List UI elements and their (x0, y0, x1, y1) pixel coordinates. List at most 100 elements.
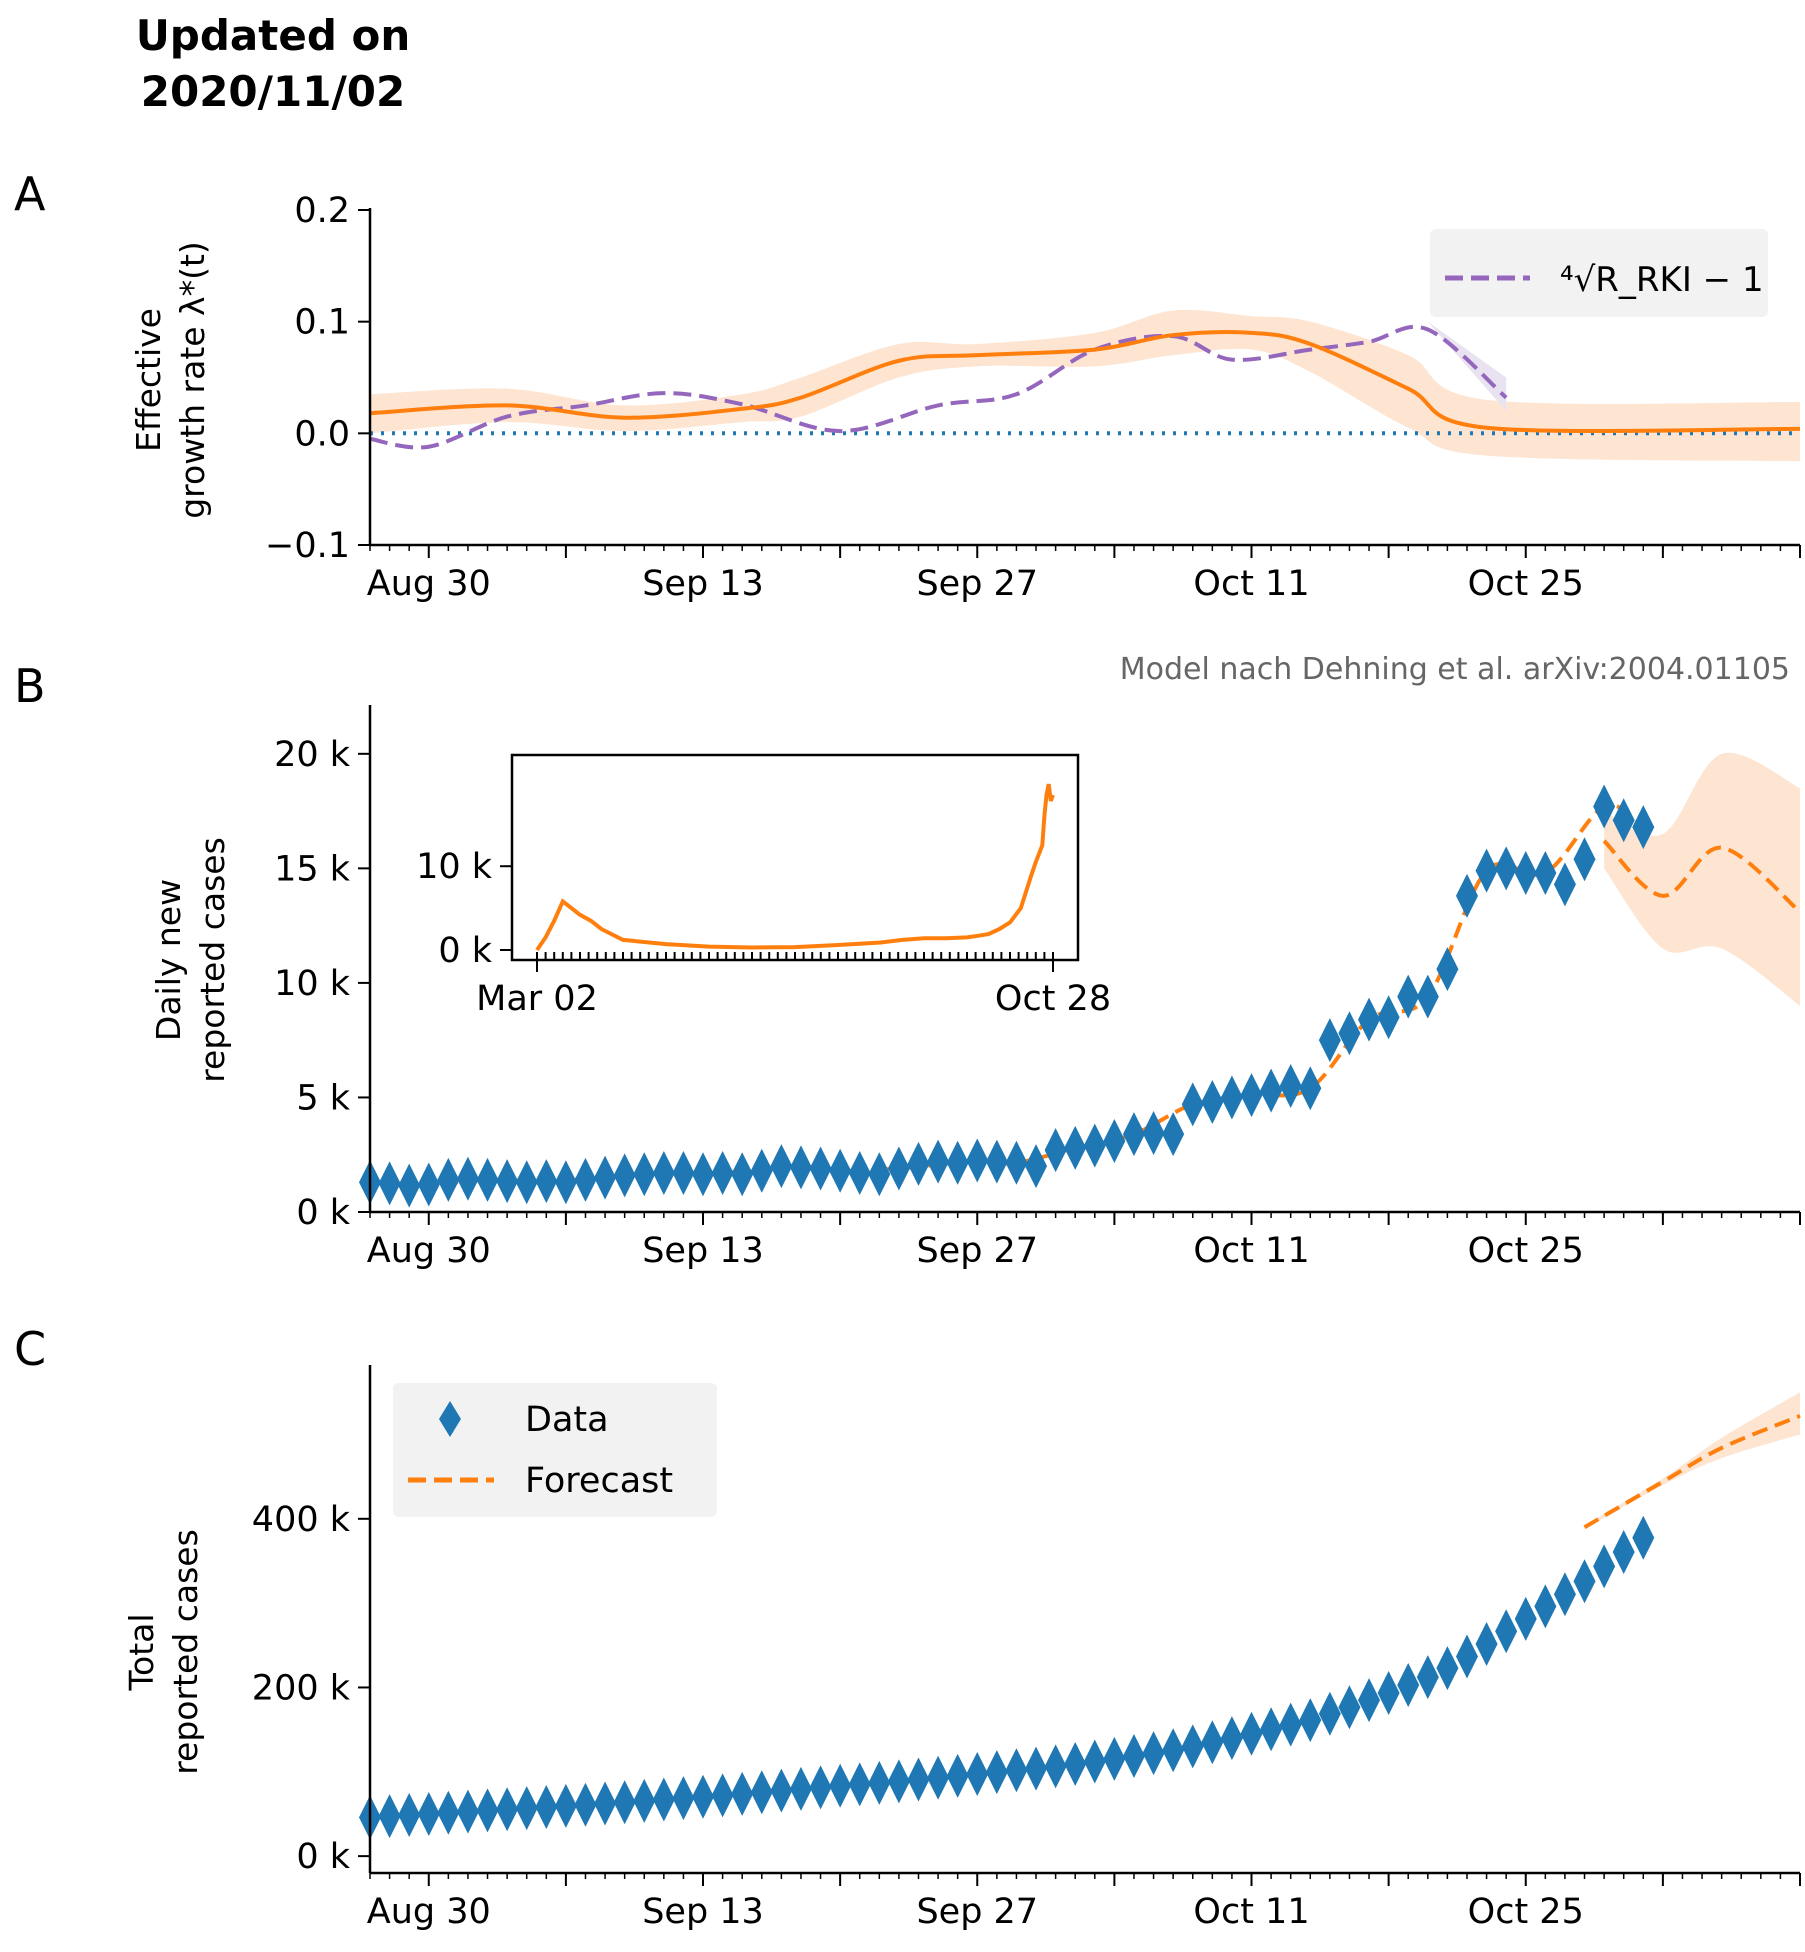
panel-a-y-tick-label: 0.0 (294, 414, 350, 454)
panel-a-x-tick-label: Sep 13 (642, 564, 764, 604)
panel-b-data-point (927, 1139, 950, 1184)
panel-c-legend-box (393, 1383, 717, 1517)
panel-b-data-point (594, 1155, 617, 1200)
panel-c-data-point (1240, 1711, 1263, 1756)
panel-b-data-point (554, 1160, 577, 1205)
panel-c-data-point (1044, 1744, 1067, 1789)
panel-b-data-point (809, 1146, 832, 1191)
panel-b-data-point (711, 1151, 734, 1196)
panel-b-data-point (1064, 1125, 1087, 1170)
panel-b-data-point (1005, 1140, 1028, 1185)
panel-c-data-point (378, 1794, 401, 1839)
panel-b-data-point (1260, 1068, 1283, 1113)
panel-b: Aug 30 Sep 13 Sep 27 Oct 11 Oct 25 0 k 5 k 10 k… (274, 705, 1802, 1271)
panel-b-data-point (652, 1151, 675, 1196)
panel-b-data-point (672, 1151, 695, 1196)
panel-b-data-point (1358, 997, 1381, 1042)
panel-c-data-point (1201, 1720, 1224, 1765)
panel-b-data-point (789, 1145, 812, 1190)
panel-c-y-tick-label: 200 k (252, 1668, 351, 1708)
panel-c-data-point (1593, 1544, 1616, 1589)
panel-b-data-point (1534, 850, 1557, 895)
panel-c-legend-data-label: Data (525, 1400, 609, 1440)
panel-b-data-point (535, 1159, 558, 1204)
panel-a-y-tick-label: 0.2 (294, 191, 350, 231)
panel-c-data-point (750, 1770, 773, 1815)
panel-b-data-point (1083, 1123, 1106, 1168)
panel-b-data-point (1122, 1112, 1145, 1157)
panel-b-data-point (731, 1152, 754, 1197)
panel-b-ylabel-line1: Daily new (149, 879, 188, 1041)
panel-c-y-tick-label: 400 k (252, 1500, 351, 1540)
panel-c-data-point (1103, 1736, 1126, 1781)
panel-b-data-point (378, 1161, 401, 1206)
panel-b-data-point (633, 1152, 656, 1197)
panel-c-data-point (1338, 1685, 1361, 1730)
panel-a-ylabel-line2: growth rate λ*(t) (173, 241, 212, 519)
panel-c-data-point (927, 1755, 950, 1800)
panel-b-data-point (966, 1138, 989, 1183)
panel-a-ylabel-line1: Effective (129, 308, 168, 452)
panel-a-x-tick-label: Sep 27 (916, 564, 1038, 604)
panel-b-x-tick-label: Oct 11 (1193, 1231, 1309, 1271)
panel-c-data-point (1436, 1646, 1459, 1691)
inset-frame (510, 753, 1080, 962)
panel-a-x-tick-label: Aug 30 (367, 564, 491, 604)
panel-b-data-point (496, 1159, 519, 1204)
panel-b-y-tick-label: 15 k (274, 849, 351, 889)
panel-b-data-point (887, 1146, 910, 1191)
panel-c-data-point (613, 1780, 636, 1825)
panel-c-data-point (770, 1768, 793, 1813)
source-note: Model nach Dehning et al. arXiv:2004.011… (1120, 652, 1790, 687)
panel-c-data-point (848, 1762, 871, 1807)
panel-b-data-point (1279, 1064, 1302, 1108)
panel-c-legend: Data Forecast (393, 1383, 717, 1517)
panel-b-y-tick-label: 5 k (296, 1078, 350, 1118)
panel-c-data-point (652, 1777, 675, 1822)
panel-a-y-tick-label: −0.1 (265, 526, 350, 566)
panel-c-ylabel-line1: Total (122, 1613, 161, 1691)
panel-b-data-point (1632, 805, 1655, 850)
panel-b-data-point (456, 1156, 479, 1201)
panel-b-data-point (1181, 1082, 1204, 1127)
panel-b-data-point (829, 1148, 852, 1193)
panel-c-data-point (887, 1759, 910, 1804)
panel-b-data-point (1397, 974, 1420, 1019)
panel-a-model-band (370, 309, 1800, 462)
panel-a-x-tick-label: Oct 11 (1193, 564, 1309, 604)
panel-c-x-tick-label: Oct 11 (1193, 1892, 1309, 1932)
panel-c-legend-data-marker (439, 1401, 461, 1437)
panel-c-data-point (574, 1782, 597, 1827)
panel-b-data-point (613, 1153, 636, 1198)
panel-b-data-point (1220, 1075, 1243, 1120)
panel-c-data-point (1279, 1702, 1302, 1747)
panel-b-data-point (1025, 1144, 1048, 1189)
panel-b-data-point (1495, 846, 1518, 891)
panel-b-data-point (1103, 1118, 1126, 1163)
panel-c-data-point (1220, 1716, 1243, 1761)
panel-c-data-point (496, 1787, 519, 1832)
panel-b-data-point (907, 1141, 930, 1186)
panel-b-data-point (1553, 862, 1576, 907)
panel-c-data-point (1377, 1670, 1400, 1715)
panel-b-data-point (476, 1157, 499, 1202)
panel-c-forecast-line (1583, 1414, 1801, 1529)
panel-c-data-point (1514, 1596, 1537, 1641)
panel-c-data-point (1632, 1515, 1655, 1560)
panel-b-data-point (946, 1140, 969, 1185)
panel-b-x-tick-label: Sep 27 (916, 1231, 1038, 1271)
panel-c-ylabel-line2: reported cases (166, 1529, 205, 1775)
panel-b-data-point (750, 1148, 773, 1193)
panel-c-data-point (966, 1751, 989, 1796)
panel-b-x-tick-label: Oct 25 (1468, 1231, 1584, 1271)
panel-c-data-point (1475, 1621, 1498, 1666)
panel-c-data-point (1025, 1746, 1048, 1791)
panel-c-data-point (809, 1765, 832, 1810)
panel-b-data-point (1201, 1080, 1224, 1125)
panel-c-x-tick-label: Sep 13 (642, 1892, 764, 1932)
panel-b-ylabel-line2: reported cases (193, 837, 232, 1083)
panel-c-data-point (1416, 1655, 1439, 1700)
panel-c-data-point (672, 1776, 695, 1821)
panel-c-data-point (1495, 1609, 1518, 1654)
